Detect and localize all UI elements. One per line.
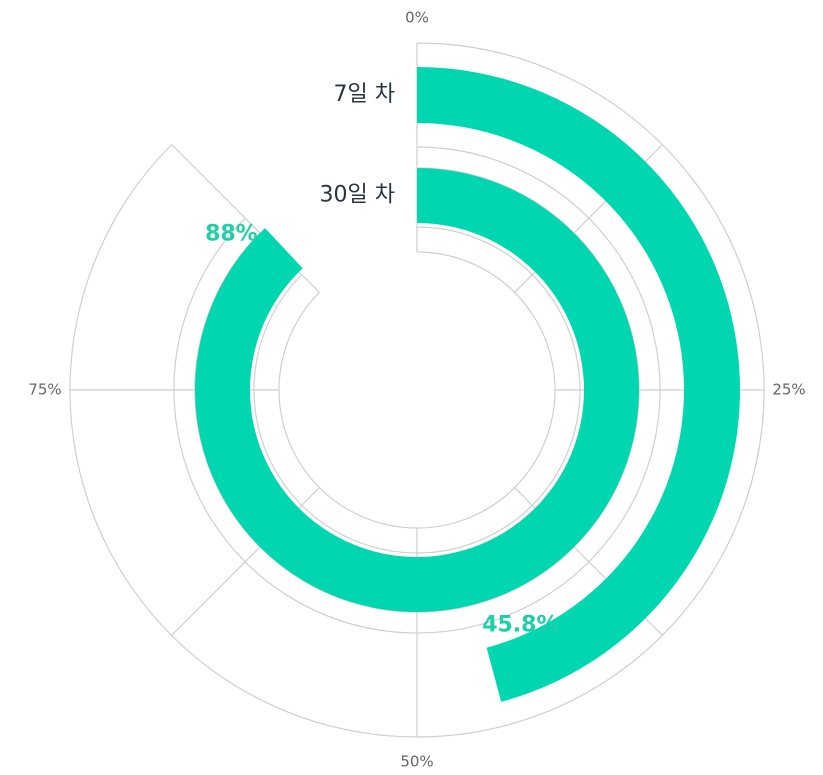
bar xyxy=(417,67,740,702)
grid-ring xyxy=(278,251,556,529)
tick-label: 0% xyxy=(405,9,429,27)
value-label: 88% xyxy=(205,222,258,247)
grid-ring xyxy=(253,226,581,554)
value-label: 45.8% xyxy=(482,612,558,637)
tick-label: 50% xyxy=(400,753,433,771)
category-label: 30일 차 xyxy=(320,183,395,208)
grid-ring xyxy=(69,42,765,738)
grid-ring xyxy=(173,146,661,634)
tick-label: 75% xyxy=(28,381,61,399)
category-label: 7일 차 xyxy=(334,82,395,107)
tick-label: 25% xyxy=(772,381,805,399)
